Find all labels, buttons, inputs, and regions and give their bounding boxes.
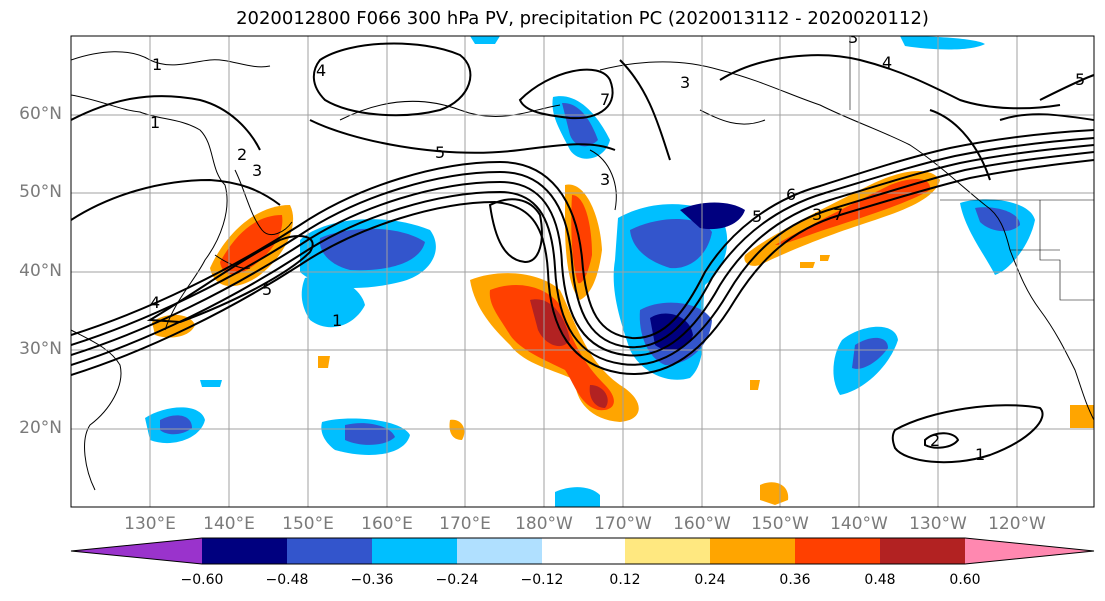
colorbar-over-triangle bbox=[965, 538, 1094, 564]
lon-label: 150°E bbox=[282, 514, 334, 534]
precip-positive-shading bbox=[152, 170, 1094, 505]
pv-contour-label: 5 bbox=[435, 143, 445, 162]
pv-contour-label: 1 bbox=[152, 55, 162, 74]
lat-label: 60°N bbox=[19, 104, 62, 124]
lon-label: 160°E bbox=[361, 514, 413, 534]
lat-label: 20°N bbox=[19, 418, 62, 438]
pv-contour-label: 3 bbox=[848, 28, 858, 47]
pv-contour-label: 5 bbox=[262, 280, 272, 299]
colorbar-under-triangle bbox=[71, 538, 202, 564]
pv-contour-label: 1 bbox=[975, 445, 985, 464]
lon-label: 180°W bbox=[515, 514, 573, 534]
pv-contour-label: 5 bbox=[752, 207, 762, 226]
map-title: 2020012800 F066 300 hPa PV, precipitatio… bbox=[236, 8, 929, 29]
colorbar-bin bbox=[542, 538, 625, 564]
pv-contours bbox=[71, 42, 1094, 464]
colorbar-bin bbox=[457, 538, 542, 564]
colorbar-tick-label: 0.48 bbox=[864, 572, 896, 588]
lon-label: 150°W bbox=[751, 514, 809, 534]
pv-contour-label: 4 bbox=[882, 53, 892, 72]
colorbar-bin bbox=[880, 538, 965, 564]
pv-contour-labels: 1 1 2 3 4 5 5 4 1 3 7 3 5 6 3 7 4 3 5 2 … bbox=[150, 28, 1085, 464]
lat-label: 30°N bbox=[19, 339, 62, 359]
lon-label: 160°W bbox=[673, 514, 731, 534]
pv-contour-label: 2 bbox=[237, 145, 247, 164]
colorbar-tick-label: 0.36 bbox=[779, 572, 811, 588]
colorbar-tick-label: −0.24 bbox=[435, 572, 479, 588]
colorbar-tick-label: 0.24 bbox=[694, 572, 726, 588]
pv-contour-label: 3 bbox=[812, 205, 822, 224]
colorbar-tick-label: −0.60 bbox=[180, 572, 224, 588]
lon-label: 140°E bbox=[203, 514, 255, 534]
lon-label: 170°E bbox=[439, 514, 491, 534]
colorbar-tick-label: 0.12 bbox=[609, 572, 641, 588]
colorbar-tick-label: −0.12 bbox=[520, 572, 564, 588]
pv-contour-label: 2 bbox=[930, 431, 940, 450]
pv-contour-label: 7 bbox=[833, 205, 843, 224]
lon-label: 130°W bbox=[909, 514, 967, 534]
colorbar-bin bbox=[287, 538, 372, 564]
colorbar bbox=[70, 537, 1095, 565]
colorbar-tick-label: −0.36 bbox=[350, 572, 394, 588]
pv-contour-label: 4 bbox=[316, 61, 326, 80]
colorbar-bin bbox=[372, 538, 457, 564]
pv-contour-label: 1 bbox=[332, 311, 342, 330]
colorbar-tick-label: 0.60 bbox=[949, 572, 981, 588]
colorbar-bin bbox=[710, 538, 795, 564]
pv-contour-label: 3 bbox=[252, 161, 262, 180]
colorbar-bin bbox=[202, 538, 287, 564]
pv-contour-label: 6 bbox=[786, 185, 796, 204]
map-frame bbox=[70, 35, 1095, 508]
coastlines bbox=[71, 51, 1094, 491]
lon-label: 170°W bbox=[594, 514, 652, 534]
pv-contour-label: 4 bbox=[150, 293, 160, 312]
lon-label: 120°W bbox=[988, 514, 1046, 534]
precip-negative-shading bbox=[145, 36, 1035, 507]
pv-contour-label: 1 bbox=[150, 113, 160, 132]
lat-label: 40°N bbox=[19, 261, 62, 281]
lon-label: 140°W bbox=[830, 514, 888, 534]
colorbar-bin bbox=[625, 538, 710, 564]
pv-contour-label: 3 bbox=[600, 170, 610, 189]
colorbar-bin bbox=[795, 538, 880, 564]
pv-contour-label: 3 bbox=[680, 73, 690, 92]
pv-contour-label: 5 bbox=[1075, 70, 1085, 89]
pv-contour-label: 7 bbox=[600, 90, 610, 109]
lat-label: 50°N bbox=[19, 182, 62, 202]
colorbar-tick-label: −0.48 bbox=[265, 572, 309, 588]
lon-label: 130°E bbox=[124, 514, 176, 534]
